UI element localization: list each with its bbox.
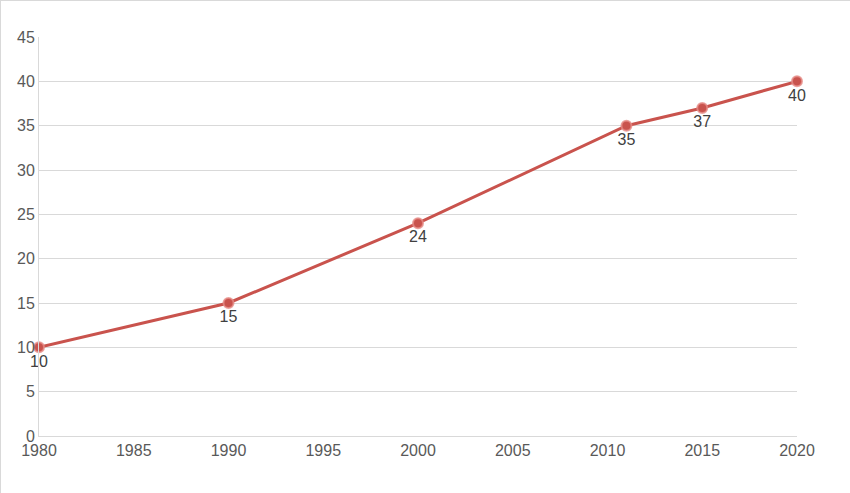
svg-text:1980: 1980: [21, 442, 57, 459]
svg-text:1990: 1990: [211, 442, 247, 459]
svg-text:0: 0: [26, 428, 35, 445]
svg-text:35: 35: [17, 117, 35, 134]
svg-text:40: 40: [17, 73, 35, 90]
svg-text:24: 24: [409, 228, 427, 245]
svg-text:2005: 2005: [495, 442, 531, 459]
svg-text:40: 40: [788, 87, 806, 104]
svg-text:1985: 1985: [116, 442, 152, 459]
svg-text:15: 15: [17, 295, 35, 312]
svg-text:45: 45: [17, 29, 35, 46]
svg-text:10: 10: [30, 353, 48, 370]
svg-text:5: 5: [26, 383, 35, 400]
svg-text:2010: 2010: [590, 442, 626, 459]
svg-text:1995: 1995: [305, 442, 341, 459]
svg-text:2015: 2015: [684, 442, 720, 459]
svg-text:25: 25: [17, 206, 35, 223]
svg-text:2000: 2000: [400, 442, 436, 459]
svg-text:35: 35: [618, 131, 636, 148]
svg-text:2020: 2020: [779, 442, 815, 459]
svg-text:20: 20: [17, 250, 35, 267]
svg-text:15: 15: [220, 308, 238, 325]
svg-text:10: 10: [17, 339, 35, 356]
svg-text:37: 37: [693, 113, 711, 130]
svg-text:30: 30: [17, 162, 35, 179]
